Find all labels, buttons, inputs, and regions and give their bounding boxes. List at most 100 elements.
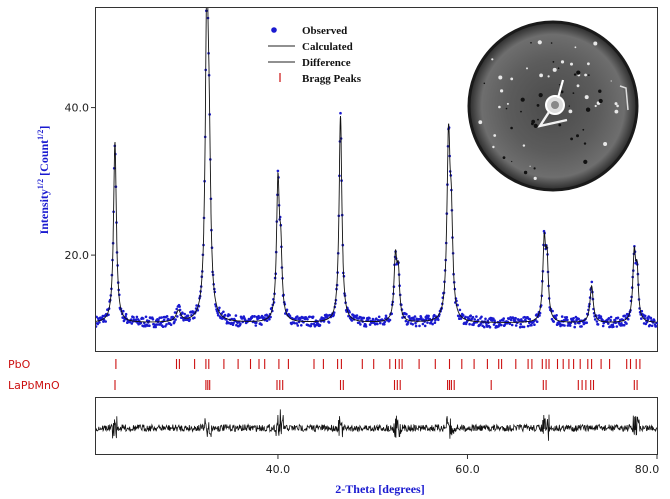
observed-point	[104, 320, 107, 323]
observed-point	[413, 315, 417, 318]
observed-point	[310, 322, 313, 326]
observed-point	[166, 317, 170, 321]
x-axis-title: 2-Theta [degrees]	[335, 482, 424, 496]
observed-point	[654, 325, 658, 328]
observed-point	[437, 318, 440, 322]
observed-point	[483, 325, 486, 329]
observed-point	[223, 313, 227, 317]
observed-point	[265, 319, 269, 323]
observed-point	[173, 320, 176, 324]
observed-point	[530, 323, 533, 327]
observed-point	[650, 324, 654, 328]
observed-point	[520, 318, 523, 321]
observed-point	[151, 317, 155, 321]
observed-point	[510, 323, 514, 327]
observed-point	[473, 318, 477, 321]
observed-point	[563, 324, 566, 327]
observed-point	[368, 317, 371, 320]
y-tick-label: 40.0	[65, 102, 90, 115]
observed-point	[528, 317, 532, 321]
observed-point	[96, 325, 98, 328]
observed-point	[508, 322, 512, 326]
observed-point	[222, 310, 225, 314]
observed-point	[518, 325, 522, 329]
observed-point	[384, 314, 388, 318]
observed-point	[492, 323, 496, 326]
observed-point	[590, 280, 594, 284]
observed-point	[580, 325, 583, 328]
observed-point	[269, 315, 272, 319]
observed-point	[535, 320, 539, 324]
observed-point	[609, 315, 613, 319]
observed-point	[640, 317, 643, 320]
laue-pattern-inset	[466, 19, 640, 193]
observed-point	[480, 315, 483, 319]
observed-point	[188, 318, 192, 321]
observed-point	[160, 316, 163, 319]
observed-point	[616, 316, 620, 320]
observed-point	[124, 312, 128, 316]
observed-point	[186, 314, 190, 318]
observed-point	[514, 324, 518, 327]
observed-point	[484, 317, 487, 321]
observed-point	[462, 314, 465, 317]
observed-point	[560, 315, 564, 318]
observed-point	[512, 316, 515, 320]
legend-bragg-label: Bragg Peaks	[302, 73, 362, 85]
observed-point	[423, 324, 427, 328]
legend-calculated-label: Calculated	[302, 41, 353, 53]
observed-point	[620, 322, 623, 325]
observed-point	[327, 321, 331, 324]
legend-difference-label: Difference	[302, 57, 351, 69]
observed-point	[585, 321, 588, 325]
observed-point	[645, 320, 649, 324]
bragg-row-pbo	[115, 359, 641, 369]
observed-point	[135, 315, 139, 319]
observed-point	[375, 317, 378, 321]
observed-point	[469, 314, 473, 318]
observed-point	[596, 323, 600, 326]
observed-point	[285, 308, 289, 312]
y-tick-label: 20.0	[65, 249, 90, 262]
observed-point	[551, 309, 554, 313]
y-axis-title-sup: 1/2	[36, 179, 45, 189]
observed-point	[612, 325, 615, 329]
observed-point	[607, 317, 611, 320]
observed-point	[429, 321, 433, 324]
observed-point	[414, 324, 418, 328]
observed-point	[595, 320, 599, 323]
observed-point	[130, 322, 134, 325]
observed-point	[565, 316, 569, 319]
observed-point	[599, 315, 603, 318]
observed-point	[239, 322, 242, 326]
observed-point	[433, 321, 437, 325]
observed-point	[183, 312, 186, 316]
observed-series	[96, 9, 658, 329]
observed-point	[122, 309, 125, 313]
observed-point	[306, 318, 309, 321]
observed-point	[502, 317, 506, 320]
observed-point	[488, 325, 492, 329]
phase-label-lapbmno: LaPbMnO	[8, 379, 60, 392]
observed-point	[379, 321, 382, 325]
observed-point	[148, 324, 151, 328]
observed-point	[234, 314, 238, 317]
observed-point	[218, 306, 221, 310]
observed-point	[427, 314, 430, 318]
observed-point	[348, 311, 351, 314]
legend-observed-marker	[271, 27, 277, 33]
observed-point	[464, 315, 467, 319]
observed-point	[643, 314, 647, 318]
observed-point	[359, 323, 362, 326]
observed-point	[573, 325, 576, 329]
observed-point	[362, 316, 366, 320]
observed-point	[625, 322, 628, 325]
observed-point	[155, 323, 159, 326]
difference-line	[96, 409, 658, 441]
phase-label-pbo: PbO	[8, 358, 31, 371]
observed-point	[165, 323, 168, 326]
observed-point	[253, 315, 256, 318]
observed-point	[193, 316, 196, 320]
observed-point	[364, 325, 368, 328]
x-tick-label: 80.0	[635, 463, 660, 476]
